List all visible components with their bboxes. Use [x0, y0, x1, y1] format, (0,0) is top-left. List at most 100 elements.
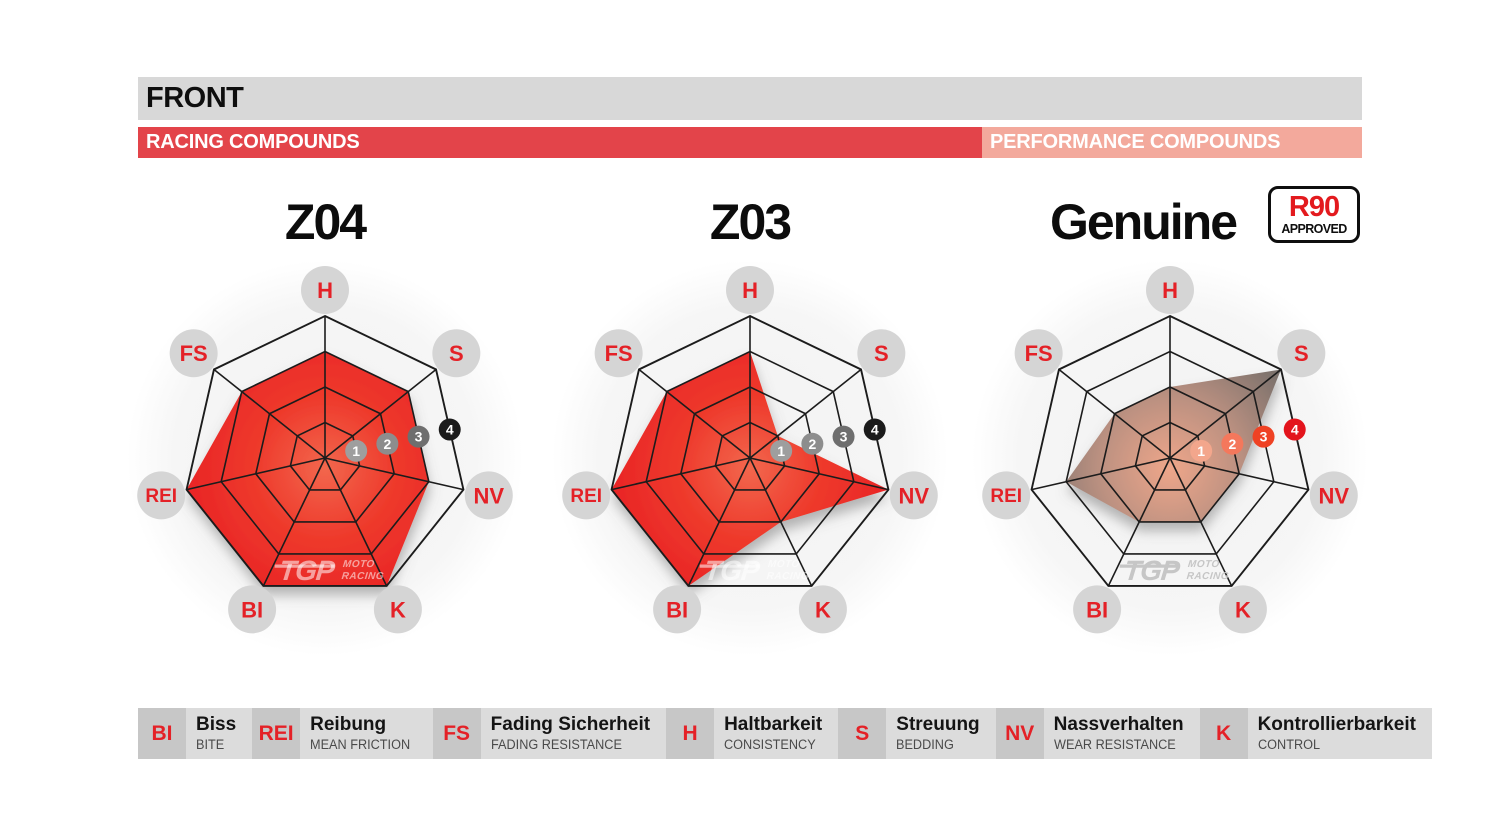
scale-badge-2: 2 — [376, 432, 399, 455]
racing-compounds-label: RACING COMPOUNDS — [146, 131, 360, 153]
axis-spoke-k — [749, 457, 813, 587]
legend-abbr-s: S — [838, 708, 887, 759]
axis-spoke-bi — [1107, 457, 1171, 587]
axis-label-bi: BI — [1073, 585, 1122, 634]
scale-badge-1: 1 — [1190, 439, 1213, 462]
axis-label-circle-nv — [464, 471, 513, 520]
watermark-moto: MOTO — [1187, 559, 1220, 570]
grid-ring-4 — [185, 314, 465, 587]
scale-badge-3: 3 — [407, 425, 430, 448]
grid-ring-3 — [220, 350, 430, 555]
axis-label-circle-h — [301, 266, 349, 314]
axis-label-fs: FS — [594, 329, 643, 378]
tgp-logo-strike — [1119, 564, 1180, 568]
scale-badge-circle-1 — [345, 439, 368, 462]
axis-label-text-fs: FS — [1025, 341, 1053, 366]
axis-label-text-fs: FS — [605, 341, 633, 366]
scale-badge-1: 1 — [770, 439, 793, 462]
axis-label-circle-h — [1146, 266, 1194, 314]
scale-badge-4: 4 — [1283, 418, 1306, 441]
scale-badge-circle-3 — [407, 425, 430, 448]
grid-ring-2 — [1099, 386, 1241, 523]
axis-label-h: H — [1146, 266, 1194, 314]
performance-compounds-bar: PERFORMANCE COMPOUNDS — [982, 127, 1362, 158]
r90-badge-line1: R90 — [1288, 191, 1340, 224]
axis-label-s: S — [432, 329, 481, 378]
axis-label-circle-k — [1218, 585, 1267, 634]
legend-german-bi: Biss — [196, 714, 237, 736]
scale-badge-3: 3 — [832, 425, 855, 448]
legend-bar: BI Biss BITE REI Reibung MEAN FRICTION F… — [138, 708, 1432, 759]
axis-label-text-s: S — [449, 341, 464, 366]
grid-ring-3 — [1065, 350, 1275, 555]
scale-badge-number-4: 4 — [446, 422, 454, 438]
scale-badge-number-2: 2 — [808, 436, 816, 452]
legend-item-rei: REI Reibung MEAN FRICTION — [252, 708, 433, 759]
tgp-logo-text: TGP — [703, 555, 762, 586]
axis-spoke-nv — [324, 457, 464, 491]
axis-label-text-nv: NV — [899, 483, 930, 508]
axis-label-text-bi: BI — [666, 597, 688, 622]
scale-badge-number-3: 3 — [840, 429, 848, 445]
axis-spoke-rei — [186, 457, 326, 491]
axis-spoke-s — [749, 368, 862, 459]
axis-spoke-bi — [262, 457, 326, 587]
axis-label-circle-k — [373, 585, 422, 634]
legend-german-fs: Fading Sicherheit — [490, 714, 651, 736]
axis-label-k: K — [798, 585, 847, 634]
page-title: FRONT — [146, 82, 244, 114]
axis-label-k: K — [373, 585, 422, 634]
axis-label-rei: REI — [137, 471, 186, 520]
legend-german-rei: Reibung — [310, 714, 387, 736]
axis-label-circle-rei — [562, 471, 611, 520]
axis-label-circle-bi — [228, 585, 277, 634]
scale-badge-number-1: 1 — [352, 443, 360, 459]
axis-label-nv: NV — [1309, 471, 1358, 520]
axis-label-text-rei: REI — [570, 486, 602, 507]
scale-badge-circle-3 — [832, 425, 855, 448]
legend-english-s: BEDDING — [896, 737, 955, 753]
value-area-genuine — [1066, 369, 1282, 522]
axis-label-circle-s — [1277, 329, 1326, 378]
axis-label-circle-h — [726, 266, 774, 314]
grid-ring-2 — [679, 386, 821, 523]
axis-spoke-s — [1169, 368, 1282, 459]
scale-badge-circle-4 — [863, 418, 886, 441]
legend-abbr-fs: FS — [432, 708, 481, 759]
axis-label-rei: REI — [562, 471, 611, 520]
scale-badge-4: 4 — [863, 418, 886, 441]
legend-abbr-bi: BI — [138, 708, 186, 759]
legend-abbr-h: H — [666, 708, 715, 759]
grid-ring-4 — [1030, 314, 1310, 587]
legend-english-bi: BITE — [196, 737, 225, 753]
legend-english-nv: WEAR RESISTANCE — [1053, 737, 1176, 753]
scale-badge-1: 1 — [345, 439, 368, 462]
axis-label-circle-s — [432, 329, 481, 378]
legend-item-h: H Haltbarkeit CONSISTENCY — [666, 708, 839, 759]
axis-spoke-fs — [638, 368, 751, 459]
axis-label-circle-rei — [982, 471, 1031, 520]
axis-label-circle-bi — [653, 585, 702, 634]
axis-spoke-k — [324, 457, 388, 587]
axis-label-circle-nv — [1309, 471, 1358, 520]
racing-compounds-bar: RACING COMPOUNDS — [138, 127, 982, 158]
scale-badge-number-4: 4 — [871, 422, 879, 438]
legend-abbr-k: K — [1199, 708, 1248, 759]
scale-badge-4: 4 — [438, 418, 461, 441]
r90-badge-line2: APPROVED — [1281, 222, 1347, 237]
axis-label-circle-s — [857, 329, 906, 378]
axis-label-fs: FS — [169, 329, 218, 378]
tgp-logo-text: TGP — [278, 555, 337, 586]
axis-label-bi: BI — [653, 585, 702, 634]
chart-title-z03: Z03 — [709, 194, 792, 250]
axis-label-bi: BI — [228, 585, 277, 634]
scale-badge-number-3: 3 — [1260, 429, 1268, 445]
axis-label-text-k: K — [815, 597, 831, 622]
watermark-racing: RACING — [766, 571, 810, 582]
scale-badge-circle-2 — [376, 432, 399, 455]
value-area-z04 — [186, 351, 429, 586]
